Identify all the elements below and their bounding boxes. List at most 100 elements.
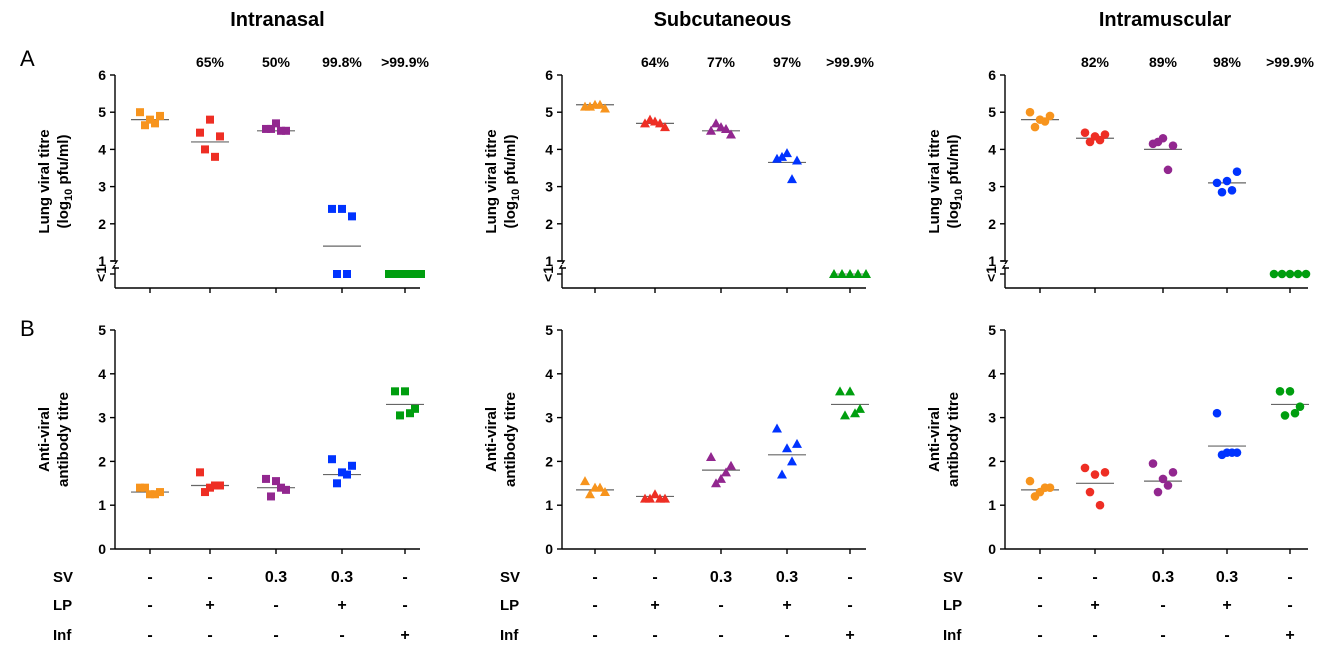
- data-point: [1080, 463, 1090, 473]
- data-point: [1040, 117, 1050, 126]
- data-point: [640, 118, 650, 128]
- condition-label: LP: [943, 597, 962, 614]
- y-tick-label: 6: [988, 67, 996, 83]
- y-tick-label: 6: [98, 67, 106, 83]
- y-tick-label: 0: [98, 541, 106, 557]
- condition-value: -: [784, 627, 789, 644]
- data-point: [401, 270, 409, 278]
- condition-value: +: [337, 597, 346, 614]
- data-point: [206, 483, 214, 492]
- data-point: [282, 485, 290, 494]
- data-point: [136, 108, 144, 117]
- y-tick-label: 4: [988, 141, 996, 157]
- chart-title: Subcutaneous: [654, 9, 792, 31]
- y-tick-label: 3: [988, 410, 996, 426]
- y-tick-label: <1: [93, 266, 109, 282]
- y-tick-label: 4: [98, 366, 106, 382]
- y-tick-label: 5: [545, 322, 553, 338]
- condition-value: -: [147, 627, 152, 644]
- data-point: [417, 270, 425, 278]
- y-tick-label: 2: [545, 453, 553, 469]
- data-point: [141, 121, 149, 130]
- data-point: [600, 487, 610, 497]
- data-point: [855, 403, 865, 413]
- chart-b-3: Anti-viral antibody titre 0 1 2 3 4 5: [926, 322, 1309, 557]
- data-point: [196, 128, 204, 137]
- data-point: [1085, 487, 1095, 497]
- y-axis-label: Anti-viral antibody titre: [36, 392, 72, 487]
- axis-break: [558, 264, 566, 269]
- data-point: [1030, 492, 1040, 501]
- condition-label: SV: [53, 569, 73, 586]
- data-point: [262, 124, 270, 133]
- condition-value: 0.3: [331, 569, 353, 586]
- condition-value: -: [1037, 597, 1042, 614]
- y-tick-label: 2: [545, 216, 553, 232]
- data-point: [1212, 178, 1222, 188]
- condition-value: +: [1090, 597, 1099, 614]
- percent-reduction-label: 65%: [196, 54, 225, 70]
- y-tick-label: 1: [545, 497, 553, 513]
- data-point: [282, 126, 290, 135]
- data-point: [1025, 107, 1035, 117]
- percent-reduction-label: 82%: [1081, 54, 1110, 70]
- condition-value: -: [207, 627, 212, 644]
- data-point: [1212, 408, 1222, 418]
- data-point: [711, 478, 721, 488]
- condition-value: +: [845, 627, 854, 644]
- condition-value: -: [1287, 597, 1292, 614]
- condition-value: -: [402, 597, 407, 614]
- y-tick-label: 5: [98, 322, 106, 338]
- data-point: [1217, 450, 1227, 460]
- data-point: [726, 460, 736, 470]
- data-point: [861, 269, 871, 278]
- y-tick-label: <1: [983, 266, 999, 282]
- data-point: [333, 479, 341, 488]
- data-point: [721, 123, 731, 133]
- data-point: [343, 470, 351, 479]
- axis-break: [111, 264, 119, 269]
- panel-letter-a: A: [20, 46, 35, 71]
- condition-label: Inf: [500, 627, 519, 644]
- data-point: [829, 269, 839, 278]
- chart-title: Intramuscular: [1099, 9, 1231, 31]
- condition-value: -: [147, 597, 152, 614]
- chart-title: Intranasal: [230, 9, 324, 31]
- condition-value: +: [205, 597, 214, 614]
- chart-a-1: Intranasal 65% 50% 99.8% >99.9% Lung viral ti…: [36, 9, 429, 293]
- percent-reduction-label: 97%: [773, 54, 802, 70]
- data-point: [1293, 269, 1303, 279]
- data-point: [595, 99, 605, 109]
- data-point: [850, 408, 860, 418]
- data-point: [1153, 137, 1163, 147]
- condition-value: -: [1092, 569, 1097, 586]
- condition-value: -: [273, 597, 278, 614]
- data-point: [411, 404, 419, 413]
- data-point: [1301, 269, 1311, 279]
- axis-break: [1001, 264, 1009, 269]
- data-point: [343, 270, 351, 278]
- data-point: [1269, 269, 1279, 279]
- data-point: [136, 483, 144, 492]
- condition-value: -: [1037, 569, 1042, 586]
- data-point: [262, 474, 270, 483]
- data-point: [393, 270, 401, 278]
- chart-a-2: Subcutaneous 64% 77% 97% >99.9% Lung viral ti…: [483, 9, 874, 293]
- data-point: [580, 476, 590, 486]
- data-point: [845, 386, 855, 396]
- data-point: [1090, 470, 1100, 479]
- data-point: [782, 148, 792, 158]
- y-tick-label: 1: [988, 253, 996, 269]
- y-tick-label: 3: [988, 179, 996, 195]
- data-point: [1153, 487, 1163, 497]
- condition-value: +: [1222, 597, 1231, 614]
- y-tick-label: 4: [545, 366, 553, 382]
- y-tick-label: 2: [988, 216, 996, 232]
- data-point: [1168, 468, 1178, 477]
- y-axis-label: Lung viral titre (log10 pfu/ml): [483, 129, 522, 233]
- data-point: [1148, 459, 1158, 468]
- chart-b-1: Anti-viral antibody titre 0 1 2 3 4 5: [36, 322, 424, 557]
- data-point: [792, 155, 802, 165]
- y-tick-label: 1: [98, 497, 106, 513]
- data-point: [151, 119, 159, 128]
